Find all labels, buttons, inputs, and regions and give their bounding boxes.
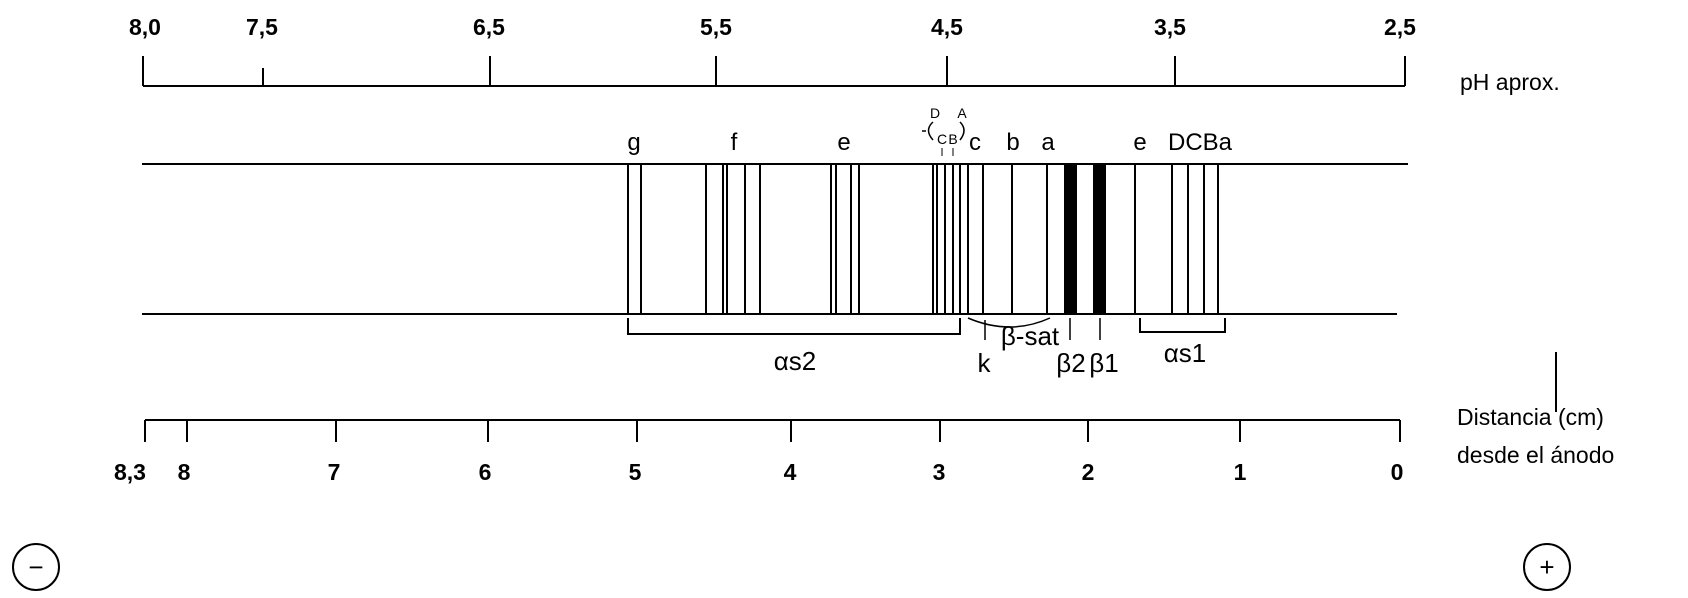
ph-tick-label: 2,5 <box>1384 14 1416 40</box>
bracket-as2 <box>627 318 961 335</box>
ph-axis-title: pH aprox. <box>1460 69 1560 95</box>
band-letter-f: f <box>731 129 738 156</box>
band-letter-b: b <box>1006 129 1019 156</box>
anode-sign: + <box>1539 552 1554 582</box>
group-labels: αs2 β-sat k β2 β1 αs1 <box>774 321 1207 378</box>
distance-tick-label: 8,3 <box>114 459 146 485</box>
bands <box>627 164 1219 314</box>
band-letter-a-small: A <box>957 105 967 121</box>
ph-tick-label: 5,5 <box>700 14 732 40</box>
distance-tick-labels: 8,3 8 7 6 5 4 3 2 1 0 <box>114 459 1403 485</box>
brace-a <box>959 121 965 141</box>
label-k: k <box>978 348 992 378</box>
band-letter-e-as1: e <box>1133 129 1146 156</box>
cathode-symbol: − <box>12 543 60 591</box>
distance-tick-label: 4 <box>784 459 797 485</box>
distance-tick-label: 6 <box>479 459 492 485</box>
distance-tick-label: 1 <box>1234 459 1247 485</box>
ph-tick-label: 3,5 <box>1154 14 1186 40</box>
band-beta1 <box>1093 164 1106 314</box>
band-letter-d-small: D <box>930 105 940 121</box>
distance-axis-title-line2: desde el ánodo <box>1457 442 1614 468</box>
band-letter-a: a <box>1041 129 1055 156</box>
distance-axis <box>144 419 1401 442</box>
band-letters: g f e D C B A c b a e DCBa <box>627 105 1233 156</box>
distance-axis-title-line1: Distancia (cm) <box>1457 404 1604 430</box>
brace-dcb <box>922 121 934 141</box>
label-alpha-s1: αs1 <box>1164 338 1207 368</box>
ph-axis <box>142 56 1406 87</box>
label-beta-sat: β-sat <box>1001 321 1060 351</box>
bracket-bsat <box>967 317 1051 328</box>
band-letter-e: e <box>837 129 850 156</box>
cathode-sign: − <box>28 552 43 582</box>
label-beta1: β1 <box>1089 348 1118 378</box>
distance-tick-label: 7 <box>328 459 341 485</box>
cathode-circle <box>12 543 60 591</box>
distance-tick-label: 8 <box>178 459 191 485</box>
distance-tick-label: 3 <box>933 459 946 485</box>
group-brackets <box>627 317 1226 340</box>
ph-tick-label: 7,5 <box>246 14 278 40</box>
label-beta2: β2 <box>1056 348 1085 378</box>
ph-tick-label: 6,5 <box>473 14 505 40</box>
anode-symbol: + <box>1523 543 1571 591</box>
band-beta2 <box>1064 164 1077 314</box>
ph-tick-labels: 8,0 7,5 6,5 5,5 4,5 3,5 2,5 <box>129 14 1416 40</box>
bracket-as1 <box>1139 318 1226 333</box>
distance-tick-label: 5 <box>629 459 642 485</box>
band-letter-c-small: C <box>937 131 947 147</box>
label-alpha-s2: αs2 <box>774 346 817 376</box>
band-letter-g: g <box>627 129 640 156</box>
anode-circle <box>1523 543 1571 591</box>
ph-tick-label: 8,0 <box>129 14 161 40</box>
distance-tick-label: 0 <box>1391 459 1404 485</box>
band-letter-c: c <box>969 129 981 156</box>
band-letter-dcba: DCBa <box>1168 129 1233 156</box>
band-letter-b-small: B <box>948 131 957 147</box>
distance-tick-label: 2 <box>1082 459 1095 485</box>
ph-tick-label: 4,5 <box>931 14 963 40</box>
